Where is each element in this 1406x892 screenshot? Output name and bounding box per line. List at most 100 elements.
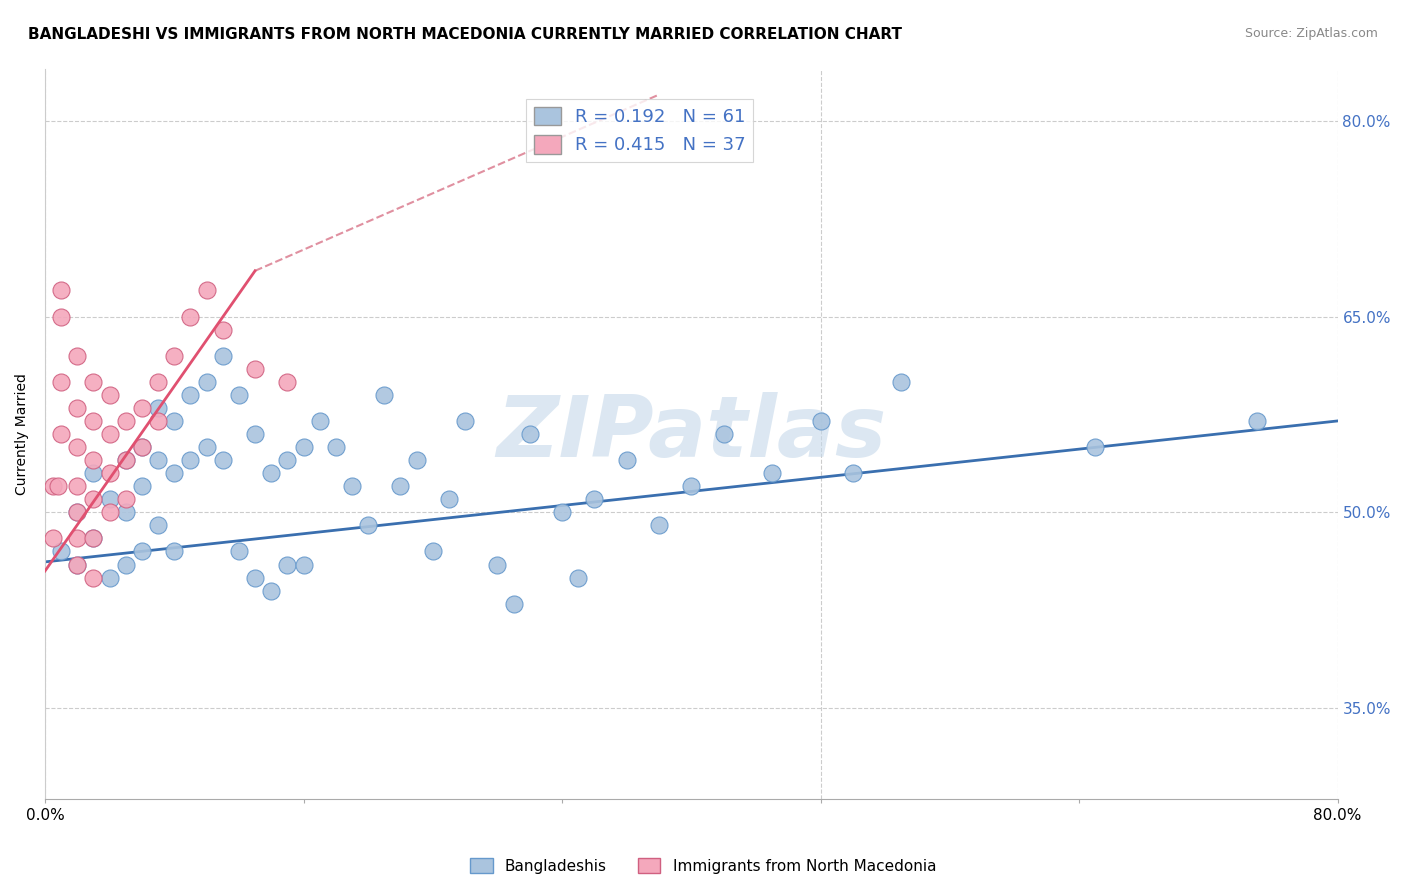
Point [260, 583, 283, 598]
Point [890, 375, 912, 389]
Point [276, 453, 298, 467]
Point [66, 479, 89, 493]
Point [82, 466, 104, 480]
Point [583, 492, 606, 507]
Point [98, 427, 121, 442]
Point [195, 375, 218, 389]
Point [98, 570, 121, 584]
Point [146, 414, 169, 428]
Point [163, 544, 186, 558]
Point [49, 310, 72, 324]
Point [98, 505, 121, 519]
Point [42, 479, 65, 493]
Point [243, 427, 266, 442]
Point [146, 401, 169, 415]
Point [437, 492, 460, 507]
Point [146, 518, 169, 533]
Point [49, 284, 72, 298]
Point [519, 427, 541, 442]
Point [66, 401, 89, 415]
Legend: Bangladeshis, Immigrants from North Macedonia: Bangladeshis, Immigrants from North Mace… [464, 852, 942, 880]
Point [211, 453, 233, 467]
Point [114, 453, 136, 467]
Point [131, 440, 153, 454]
Point [228, 388, 250, 402]
Point [1084, 440, 1107, 454]
Point [681, 479, 703, 493]
Point [211, 349, 233, 363]
Point [49, 427, 72, 442]
Point [66, 505, 89, 519]
Point [292, 558, 315, 572]
Point [276, 558, 298, 572]
Point [195, 284, 218, 298]
Point [82, 532, 104, 546]
Point [114, 453, 136, 467]
Point [114, 414, 136, 428]
Point [373, 388, 395, 402]
Point [648, 518, 671, 533]
Point [810, 414, 832, 428]
Point [82, 492, 104, 507]
Point [325, 440, 347, 454]
Point [243, 361, 266, 376]
Text: ZIPatlas: ZIPatlas [496, 392, 886, 475]
Point [502, 597, 524, 611]
Point [114, 558, 136, 572]
Point [292, 440, 315, 454]
Point [66, 558, 89, 572]
Point [49, 544, 72, 558]
Point [131, 544, 153, 558]
Point [82, 570, 104, 584]
Point [131, 401, 153, 415]
Point [357, 518, 380, 533]
Point [82, 414, 104, 428]
Point [422, 544, 444, 558]
Point [179, 388, 201, 402]
Point [1246, 414, 1268, 428]
Point [228, 544, 250, 558]
Point [308, 414, 330, 428]
Y-axis label: Currently Married: Currently Married [15, 373, 30, 495]
Point [276, 375, 298, 389]
Text: Source: ZipAtlas.com: Source: ZipAtlas.com [1244, 27, 1378, 40]
Point [82, 532, 104, 546]
Point [66, 349, 89, 363]
Point [454, 414, 477, 428]
Point [66, 440, 89, 454]
Point [389, 479, 412, 493]
Point [46, 479, 69, 493]
Point [179, 453, 201, 467]
Point [179, 310, 201, 324]
Point [405, 453, 427, 467]
Point [616, 453, 638, 467]
Point [211, 322, 233, 336]
Point [260, 466, 283, 480]
Point [163, 466, 186, 480]
Text: BANGLADESHI VS IMMIGRANTS FROM NORTH MACEDONIA CURRENTLY MARRIED CORRELATION CHA: BANGLADESHI VS IMMIGRANTS FROM NORTH MAC… [28, 27, 903, 42]
Point [42, 532, 65, 546]
Point [49, 375, 72, 389]
Point [66, 532, 89, 546]
Point [243, 570, 266, 584]
Point [146, 375, 169, 389]
Point [713, 427, 735, 442]
Point [761, 466, 783, 480]
Point [163, 414, 186, 428]
Point [114, 505, 136, 519]
Point [131, 440, 153, 454]
Point [486, 558, 509, 572]
Point [195, 440, 218, 454]
Point [66, 558, 89, 572]
Point [98, 388, 121, 402]
Point [66, 505, 89, 519]
Legend: R = 0.192   N = 61, R = 0.415   N = 37: R = 0.192 N = 61, R = 0.415 N = 37 [526, 100, 752, 161]
Point [842, 466, 865, 480]
Point [98, 492, 121, 507]
Point [340, 479, 363, 493]
Point [551, 505, 574, 519]
Point [114, 492, 136, 507]
Point [146, 453, 169, 467]
Point [98, 466, 121, 480]
Point [131, 479, 153, 493]
